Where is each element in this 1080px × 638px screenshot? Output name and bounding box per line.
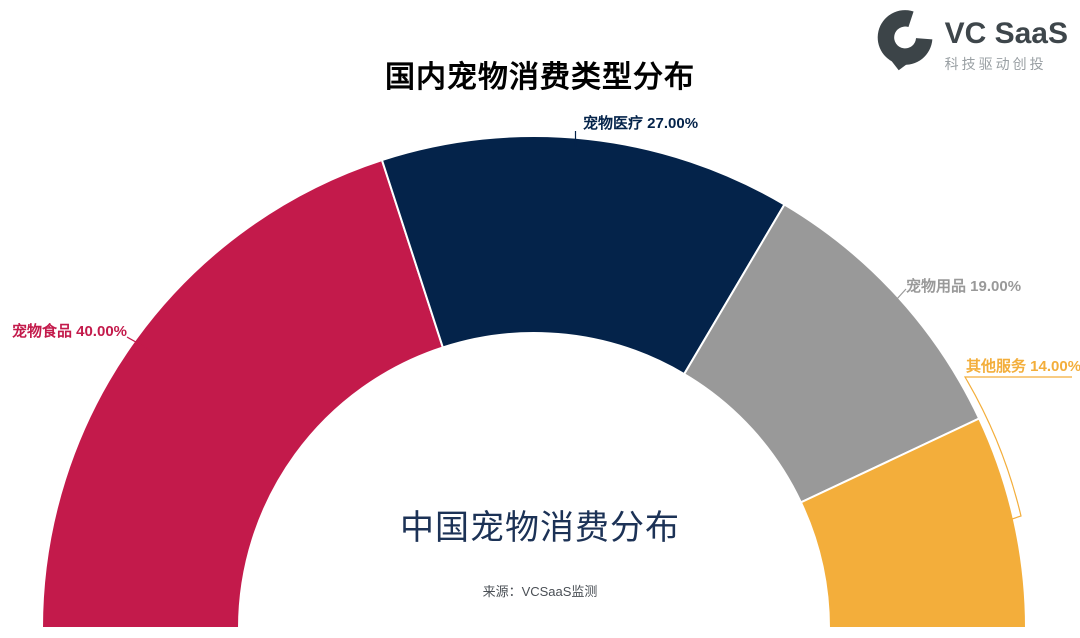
logo-name: VC SaaS bbox=[944, 17, 1068, 50]
chart-slices bbox=[40, 135, 1028, 629]
slice-other-services bbox=[799, 417, 1028, 629]
logo-text-block: VC SaaS 科技驱动创投 bbox=[945, 18, 1068, 74]
leader-line-pet-food bbox=[126, 336, 151, 351]
chart-center-label: 中国宠物消费分布 bbox=[400, 509, 680, 547]
vcsaas-logo-icon bbox=[877, 10, 932, 71]
slice-label-pet-supplies: 宠物用品 19.00% bbox=[906, 277, 1021, 295]
source-label: 来源：VCSaaS监测 bbox=[482, 584, 598, 599]
logo-tagline: 科技驱动创投 bbox=[944, 55, 1047, 72]
slice-pet-food bbox=[40, 158, 445, 629]
page-title: 国内宠物消费类型分布 bbox=[385, 61, 695, 94]
leader-line-pet-supplies bbox=[895, 288, 907, 301]
slice-label-pet-medical: 宠物医疗 27.00% bbox=[583, 114, 698, 132]
slice-pet-medical bbox=[380, 135, 786, 376]
slice-label-pet-food: 宠物食品 40.00% bbox=[12, 322, 127, 340]
leader-line-other-services bbox=[963, 376, 1072, 522]
vcsaas-logo: VC SaaS 科技驱动创投 bbox=[875, 6, 1068, 78]
slice-label-other-services: 其他服务 14.00% bbox=[966, 357, 1080, 375]
